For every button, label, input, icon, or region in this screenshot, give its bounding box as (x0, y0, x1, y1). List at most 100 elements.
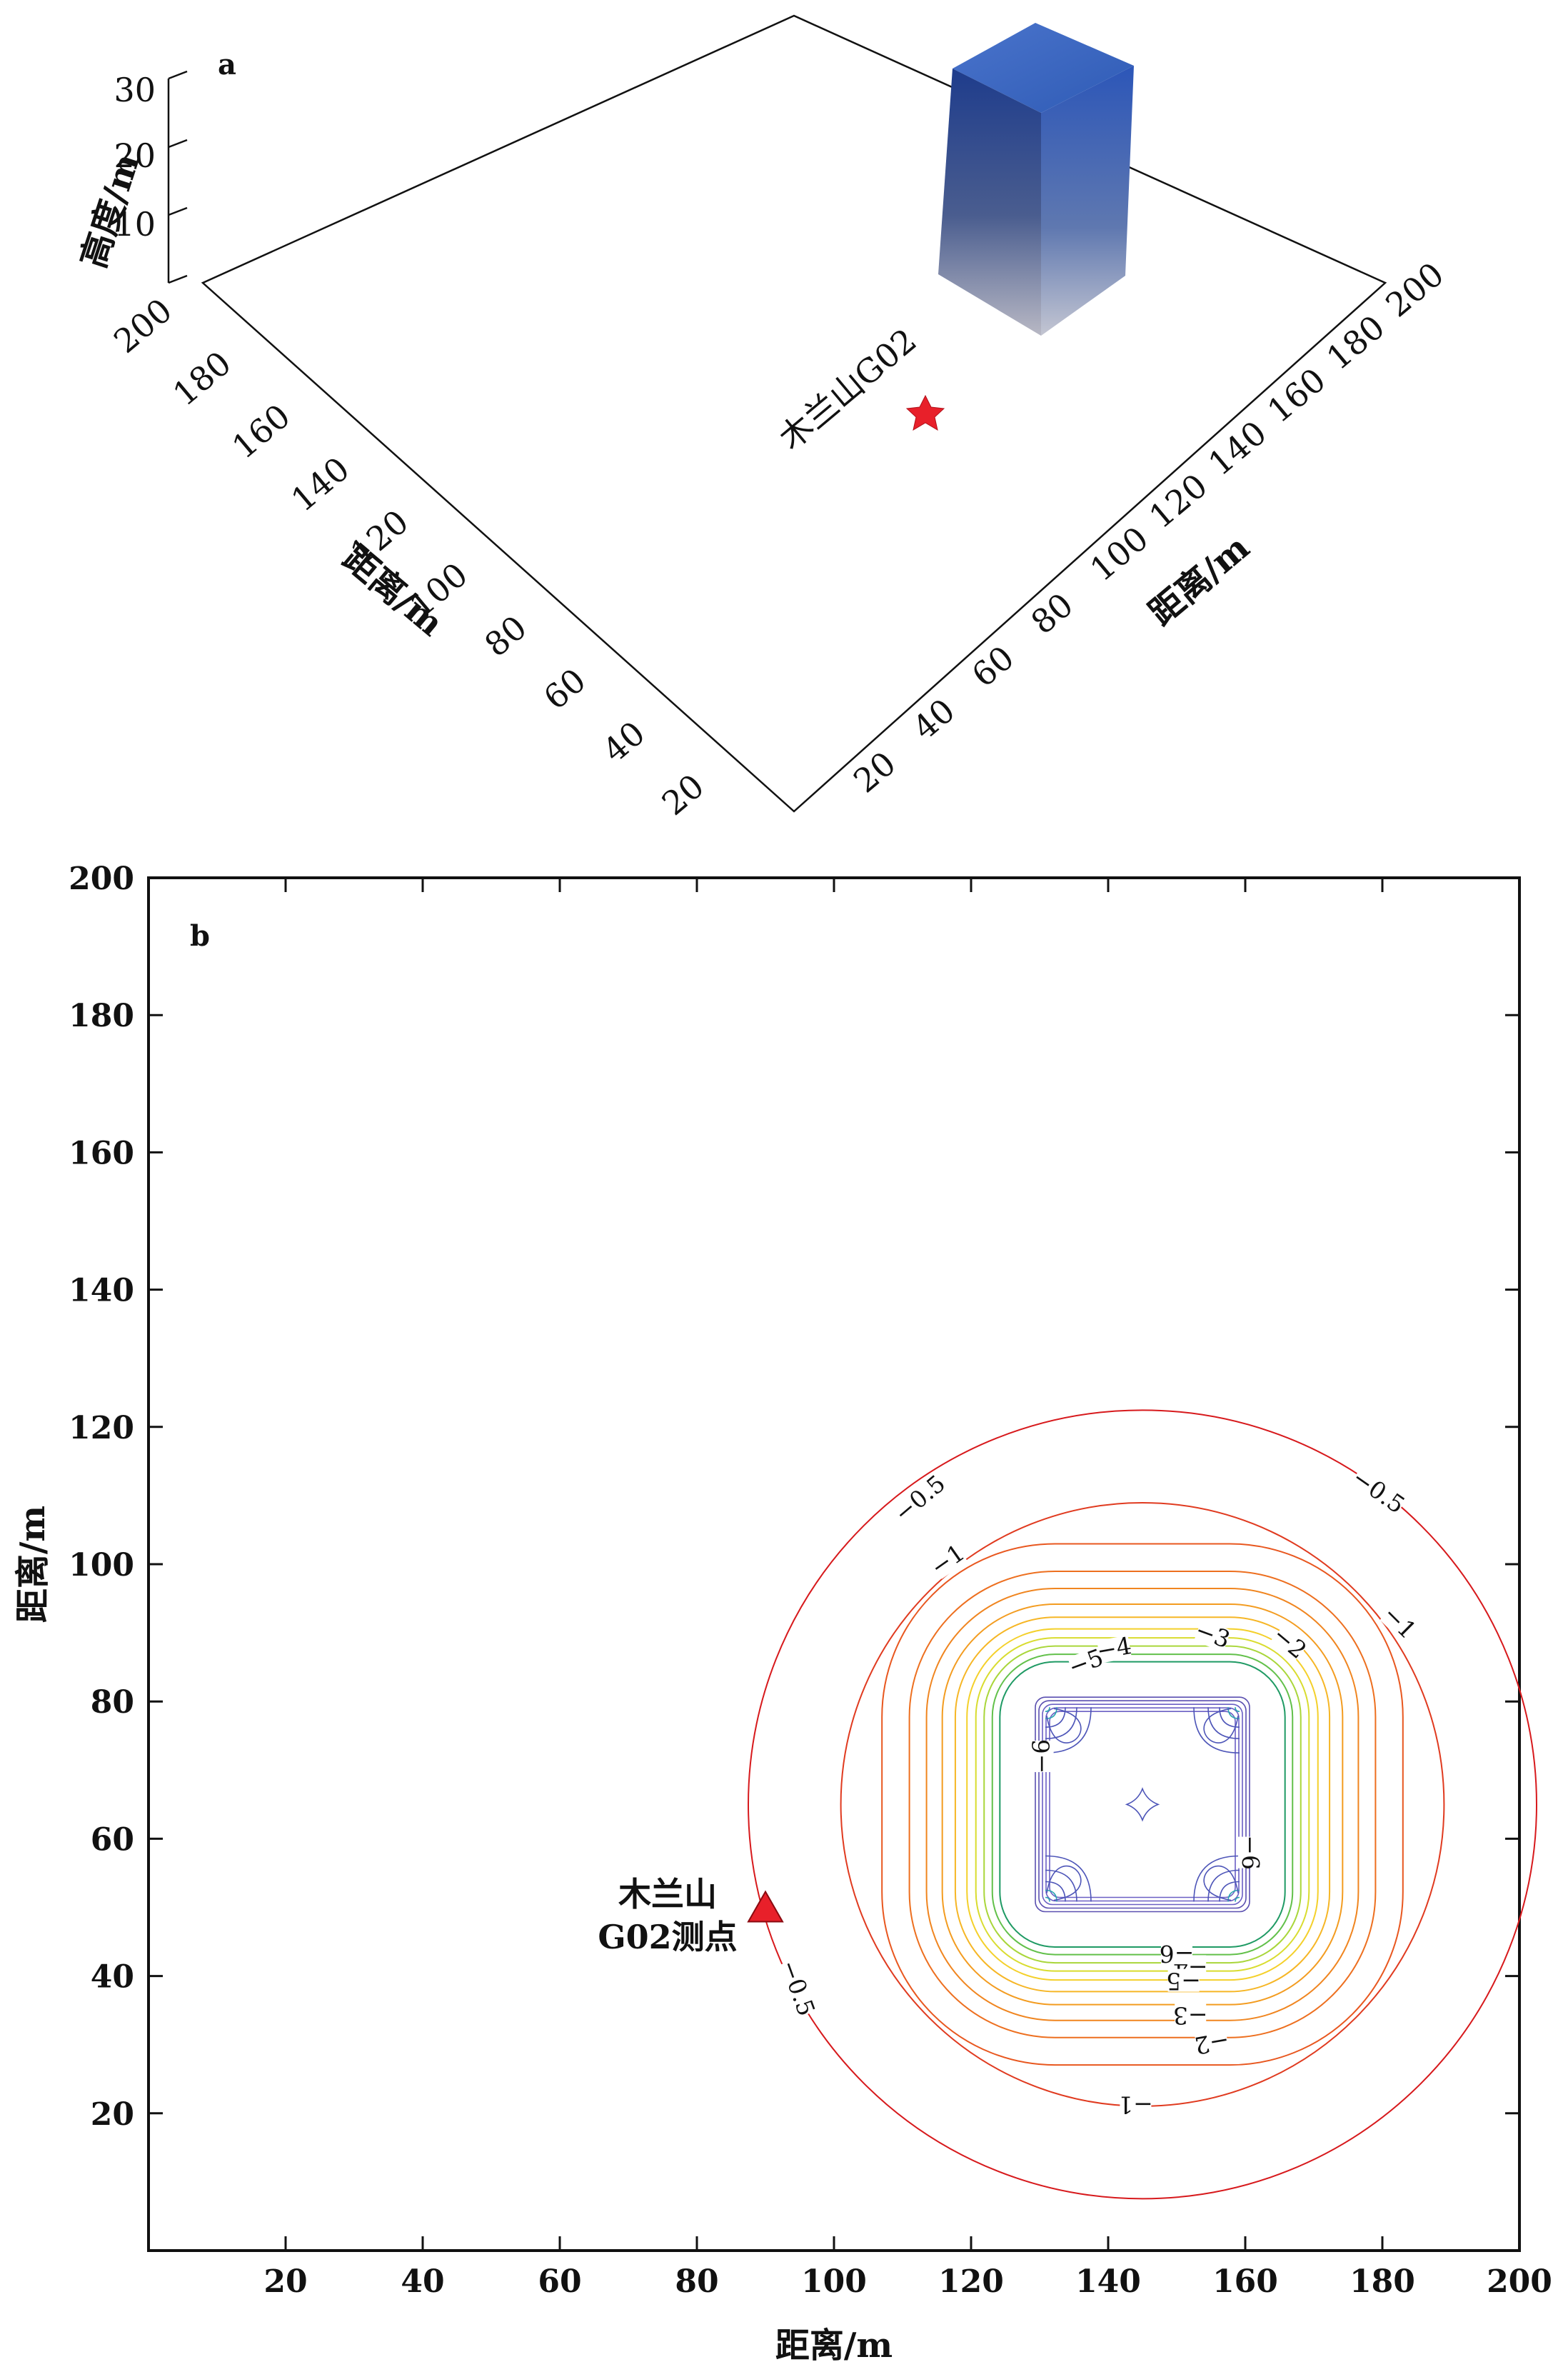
y-tick-label: 20 (91, 2096, 134, 2133)
y-axis-title: 距离/m (13, 1506, 53, 1623)
contour-label-bg (1161, 1941, 1192, 1965)
station-label-line1: 木兰山 (618, 1875, 717, 1913)
corner-contour (1219, 1881, 1240, 1902)
x-tick-label: 80 (675, 2263, 718, 2300)
corner-contour (1235, 1896, 1240, 1902)
contour-label-bg (1194, 2028, 1230, 2056)
corner-contour (1219, 1707, 1240, 1728)
contour-label: −6 (1160, 1940, 1195, 1968)
contour-lines (748, 1409, 1537, 2200)
corner-contour (1045, 1707, 1077, 1739)
contour-label: −1 (1118, 2091, 1153, 2119)
right-axis-tick-label: 40 (905, 691, 963, 747)
contour-line (954, 1616, 1331, 1993)
contour-label-text: −6 (1237, 1835, 1265, 1870)
left-axis-tick-label: 80 (477, 608, 534, 664)
corner-contour (1045, 1707, 1066, 1728)
right-axis-tick-label: 200 (1378, 255, 1451, 325)
contour-label-text: −0.5 (775, 1956, 820, 2020)
panel-a-label: a (218, 48, 236, 81)
corner-contour (1045, 1896, 1050, 1902)
contour-line (975, 1637, 1310, 1972)
x-tick-label: 140 (1075, 2263, 1141, 2300)
corner-contour (1235, 1707, 1240, 1712)
corner-contour (1045, 1707, 1050, 1712)
contour-line (966, 1628, 1319, 1981)
x-tick-label: 200 (1487, 2263, 1552, 2300)
z-axis: 10 20 30 高度/m (74, 70, 188, 284)
contour-label-bg (1175, 2003, 1207, 2026)
inner-contours (1035, 1696, 1250, 1913)
y-tick-label: 160 (69, 1135, 134, 1171)
contour-label: −5 (1166, 1968, 1201, 1996)
left-axis-tick-label: 200 (106, 291, 179, 361)
contour-label: −3 (1192, 1616, 1234, 1653)
corner-contour (1045, 1707, 1092, 1753)
contour-label: −0.5 (775, 1956, 820, 2020)
left-axis-tick-label: 180 (166, 344, 238, 414)
left-axis-tick-label: 20 (655, 766, 712, 823)
contour-label: −0.5 (1347, 1463, 1410, 1519)
y-tick-label: 40 (91, 1959, 134, 1996)
contour-label-bg (776, 1958, 818, 2018)
right-axis-tick-label: 100 (1082, 519, 1155, 589)
x-tick-label: 60 (538, 2263, 581, 2300)
contour-label-bg (1097, 1635, 1132, 1663)
contour-label-text: −0.5 (1347, 1463, 1410, 1519)
lobe-contour (1046, 1708, 1082, 1743)
contour-label: −1 (925, 1538, 970, 1581)
contour-line (908, 1570, 1377, 2038)
contour-label-bg (1270, 1624, 1309, 1663)
left-axis-tick-label: 160 (225, 396, 298, 466)
contour-label-text: −5 (1166, 1968, 1201, 1996)
contour-label-bg (928, 1542, 968, 1579)
contour-line (840, 1501, 1445, 2107)
x-axis-title: 距离/m (775, 2326, 893, 2366)
contour-line (983, 1645, 1302, 1964)
contour-label-text: −6 (1160, 1940, 1195, 1968)
contour-line (748, 1409, 1537, 2200)
left-axis-tick-label: 60 (536, 661, 593, 717)
right-axis-tick-label: 180 (1320, 308, 1392, 378)
contour-label-text: −2 (1192, 2026, 1232, 2060)
contour-label-bg (1348, 1466, 1407, 1518)
contour-label-text: −1 (925, 1538, 970, 1581)
right-axis-tick-label: 20 (846, 744, 903, 800)
contour-label-text: −1 (1118, 2091, 1153, 2119)
contour-label-text: −0.5 (889, 1469, 950, 1527)
contour-label-bg (1030, 1741, 1054, 1773)
inner-contour-frame (1042, 1703, 1243, 1906)
corner-contour (1193, 1707, 1240, 1753)
block-side-face (1041, 66, 1134, 336)
lobe-contour (1203, 1708, 1239, 1743)
contour-label-bg (1238, 1836, 1261, 1868)
y-tick-label: 80 (91, 1684, 134, 1721)
x-tick-label: 180 (1350, 2263, 1415, 2300)
x-tick-label: 20 (263, 2263, 307, 2300)
block-top-face (953, 23, 1134, 113)
y-tick-label: 140 (69, 1273, 134, 1309)
contour-label-bg (891, 1472, 950, 1526)
right-axis-tick-label: 120 (1142, 466, 1215, 536)
contour-label: −6 (1237, 1835, 1265, 1870)
axis-ticks: 20 40 60 80 100 120 140 160 180 200 20 40 60 80 100 120… (69, 861, 1552, 2300)
left-axis-tick-label: 40 (595, 714, 653, 770)
y-tick-label: 200 (69, 861, 134, 897)
building-block (938, 23, 1134, 336)
lobe-contour (1203, 1865, 1239, 1901)
panel-b-label: b (190, 919, 210, 953)
station-label: 木兰山G02 (771, 321, 923, 457)
y-tick-label: 60 (91, 1821, 134, 1858)
station-triangle-marker (747, 1890, 784, 1923)
contour-label-text: −3 (1192, 1616, 1234, 1653)
contour-label-bg (1379, 1603, 1419, 1643)
corner-contour (1045, 1881, 1066, 1902)
inner-contour-frame (1035, 1696, 1250, 1913)
contour-label-bg (1120, 2092, 1152, 2116)
inner-contour-frame (1038, 1700, 1247, 1909)
contour-label-bg (1167, 1968, 1200, 1992)
corner-contour (1045, 1855, 1092, 1902)
panel-b-contour-plot: b 20 40 60 80 100 120 140 160 180 200 20 40 60 80 100 1… (13, 861, 1552, 2366)
z-tick-label: 20 (114, 136, 156, 175)
